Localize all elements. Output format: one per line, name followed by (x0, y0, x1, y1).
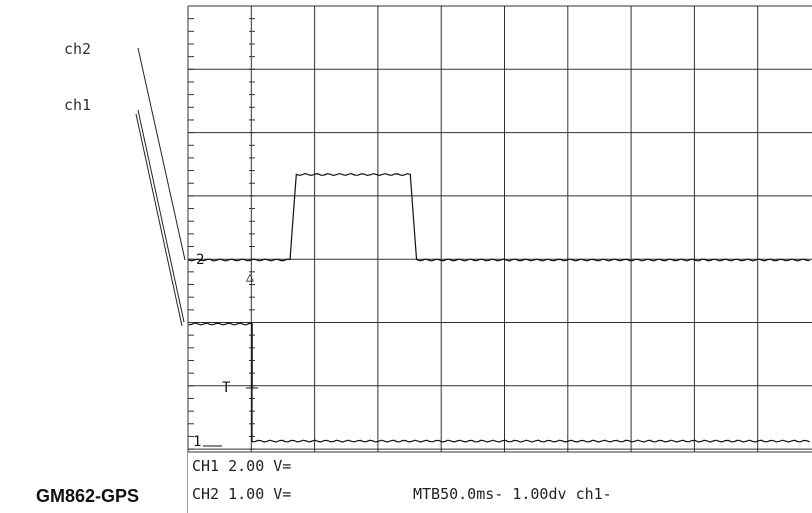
ch2-coupling: V= (273, 485, 291, 503)
trigger-position-arrow: △ (246, 270, 254, 285)
ch1-readout-label: CH1 (192, 457, 219, 475)
trigger-level-readout: 1.00dv (512, 485, 566, 503)
svg-text:MTB50.0ms- 1.00dv ch1-: MTB50.0ms- 1.00dv ch1- (413, 485, 612, 503)
readout-text: CH1 2.00 V= CH2 1.00 V= MTB50.0ms- 1.00d… (192, 457, 612, 503)
ch1-volts-per-div: 2.00 (228, 457, 264, 475)
trace-ch1 (188, 322, 810, 443)
device-label: GM862-GPS (36, 486, 139, 506)
timebase-readout: MTB50.0ms- (413, 485, 503, 503)
svg-text:CH2 1.00 V=: CH2 1.00 V= (192, 485, 291, 503)
trigger-source-readout: ch1- (576, 485, 612, 503)
waveform-traces (188, 172, 810, 443)
trace-ch2 (188, 172, 810, 262)
svg-text:CH1 2.00 V=: CH1 2.00 V= (192, 457, 291, 475)
ch2-pointer-line (137, 47, 186, 261)
ch1-pointer-line-a (137, 109, 185, 323)
ch2-readout-label: CH2 (192, 485, 219, 503)
ch1-ground-marker: 1 (193, 434, 201, 450)
probe-label-ch1: ch1 (64, 96, 91, 114)
readout-background (188, 452, 812, 513)
graticule-grid (187, 5, 812, 513)
ch1-pointer-line-b (135, 113, 183, 327)
ch2-volts-per-div: 1.00 (228, 485, 264, 503)
ch2-ground-marker: 2 (196, 252, 204, 268)
trigger-level-marker: T (222, 380, 231, 396)
probe-label-ch2: ch2 (64, 40, 91, 58)
ch1-coupling: V= (273, 457, 291, 475)
